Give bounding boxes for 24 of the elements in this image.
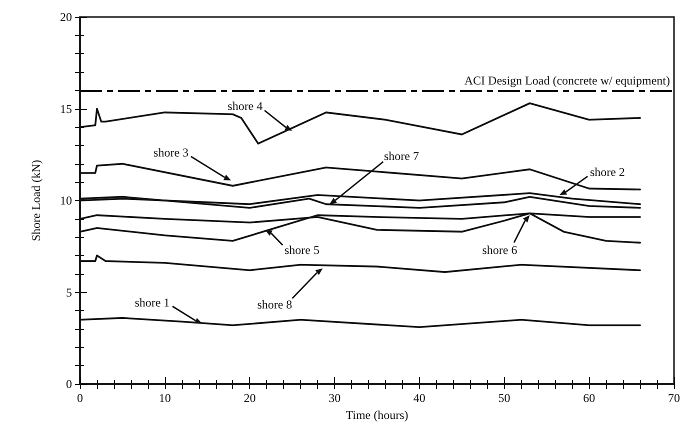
annotation: shore 7 <box>384 149 419 164</box>
ref-line-label: ACI Design Load (concrete w/ equipment) <box>464 73 670 88</box>
x-tick-label: 70 <box>668 391 680 405</box>
x-tick-label: 30 <box>328 391 341 405</box>
annotation: shore 8 <box>257 297 292 312</box>
y-tick-label: 15 <box>60 102 72 116</box>
y-tick-label: 20 <box>60 10 72 24</box>
y-tick-label: 0 <box>66 377 72 391</box>
x-tick-label: 20 <box>244 391 256 405</box>
annotation: shore 2 <box>590 164 625 179</box>
x-tick-label: 0 <box>77 391 83 405</box>
x-tick-label: 60 <box>583 391 596 405</box>
x-axis-title: Time (hours) <box>346 408 408 422</box>
annotation: shore 4 <box>228 98 263 113</box>
x-tick-label: 10 <box>158 391 171 405</box>
x-tick-label: 40 <box>413 391 426 405</box>
annotation: shore 1 <box>134 295 170 310</box>
annotation: shore 6 <box>482 243 518 258</box>
y-tick-label: 5 <box>66 285 72 300</box>
x-tick-label: 50 <box>498 391 510 405</box>
annotation: shore 3 <box>154 145 189 160</box>
y-tick-label: 10 <box>60 194 72 208</box>
y-axis-title: Shore Load (kN) <box>29 160 43 242</box>
annotation: shore 5 <box>284 242 320 257</box>
